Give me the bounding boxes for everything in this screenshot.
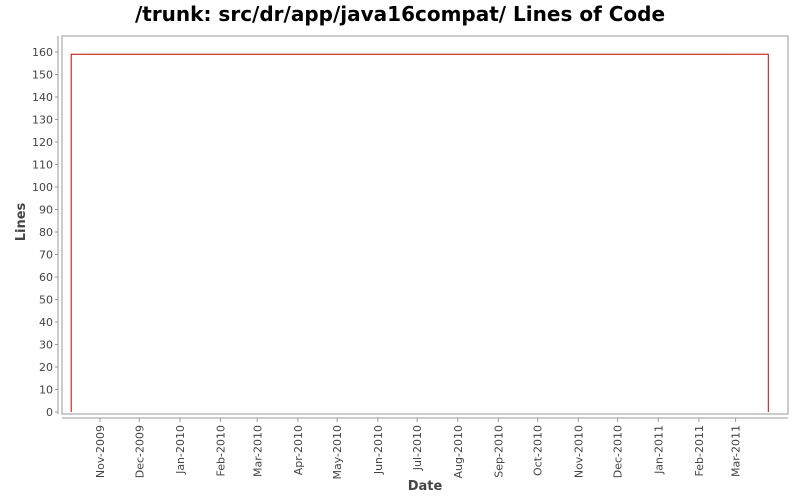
x-tick-label: Nov-2009 [94,425,107,478]
x-tick-label: Oct-2010 [532,425,545,476]
x-tick-label: May-2010 [331,425,344,480]
series-layer [70,53,769,412]
x-tick-label: Aug-2010 [452,425,465,478]
chart-title: /trunk: src/dr/app/java16compat/ Lines o… [135,2,665,26]
plot-frame [57,35,789,419]
x-tick-label: Dec-2010 [612,425,625,478]
y-tick-label: 90 [39,204,53,217]
y-tick-label: 160 [32,46,53,59]
y-tick-label: 150 [32,69,53,82]
x-tick-label: Jan-2011 [652,425,665,475]
y-tick-label: 0 [46,406,53,419]
y-tick-label: 110 [32,159,53,172]
y-tick-label: 130 [32,114,53,127]
y-tick-label: 30 [39,339,53,352]
x-tick-label: Jan-2010 [174,425,187,475]
y-tick-label: 40 [39,316,53,329]
x-tick-label: Feb-2010 [215,425,228,476]
y-tick-label: 70 [39,249,53,262]
y-axis-ticks: 0 10 20 30 40 50 60 70 80 90 100 110 120 130 140 150 160 [32,46,58,419]
y-tick-label: 140 [32,91,53,104]
x-tick-label: Sep-2010 [492,425,505,478]
x-tick-label: Nov-2010 [572,425,585,478]
x-tick-label: Jul-2010 [411,425,424,471]
y-tick-label: 10 [39,384,53,397]
x-tick-label: Mar-2010 [251,425,264,477]
x-tick-label: Jun-2010 [372,425,385,475]
x-tick-label: Dec-2009 [133,425,146,478]
plot-area [61,35,789,415]
x-tick-label: Apr-2010 [292,425,305,475]
x-tick-label: Feb-2011 [693,425,706,476]
y-axis-label: Lines [14,202,29,241]
series-line [70,53,769,412]
y-tick-label: 100 [32,181,53,194]
y-tick-label: 80 [39,226,53,239]
y-tick-label: 50 [39,294,53,307]
y-tick-label: 120 [32,136,53,149]
x-axis-ticks: Nov-2009 Dec-2009 Jan-2010 Feb-2010 Mar-2010… [94,418,743,480]
y-tick-label: 20 [39,361,53,374]
y-tick-label: 60 [39,271,53,284]
x-axis-label: Date [408,479,443,494]
x-tick-label: Mar-2011 [730,425,743,477]
